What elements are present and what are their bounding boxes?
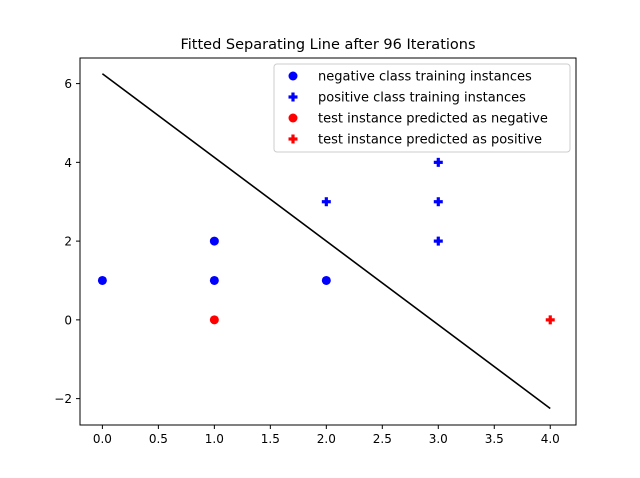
data-point-series-1: [321, 275, 331, 285]
x-tick-label: 3.5: [485, 432, 504, 446]
x-tick-label: 3.0: [429, 432, 448, 446]
legend-marker: [288, 92, 298, 102]
data-point-series-3: [209, 315, 219, 325]
x-tick-label: 1.5: [261, 432, 280, 446]
data-point-series-2: [321, 197, 331, 207]
x-tick-label: 0.0: [93, 432, 112, 446]
legend-box: [273, 63, 571, 153]
legend-marker: [288, 71, 298, 81]
x-axis: 0.0 0.5 1.0 1.5 2.0 2.5 3.0 3.5 4.0: [93, 425, 560, 446]
data-point-series-1: [209, 275, 219, 285]
y-tick-label: 0: [64, 313, 72, 327]
x-tick-label: 1.0: [205, 432, 224, 446]
data-point-series-1: [97, 275, 107, 285]
y-tick-label: 6: [64, 77, 72, 91]
legend-label: positive class training instances: [318, 91, 526, 106]
legend-label: test instance predicted as negative: [318, 112, 548, 127]
x-tick-label: 2.5: [373, 432, 392, 446]
chart-title: Fitted Separating Line after 96 Iteratio…: [180, 37, 475, 53]
y-tick-label: 2: [64, 235, 72, 249]
data-point-series-2: [433, 157, 443, 167]
legend-label: negative class training instances: [318, 70, 532, 85]
y-tick-label: 4: [64, 156, 72, 170]
x-tick-label: 0.5: [149, 432, 168, 446]
legend-marker: [288, 134, 298, 144]
legend-label: test instance predicted as positive: [318, 133, 542, 148]
legend: negative class training instances positiv…: [273, 63, 571, 153]
plot-layer: [97, 73, 555, 410]
x-tick-label: 4.0: [541, 432, 560, 446]
data-point-series-2: [433, 236, 443, 246]
data-point-series-1: [209, 236, 219, 246]
data-point-series-4: [545, 315, 555, 325]
separating-line: [101, 73, 551, 410]
data-point-series-2: [433, 197, 443, 207]
legend-marker: [288, 113, 298, 123]
x-tick-label: 2.0: [317, 432, 336, 446]
y-tick-label: −2: [54, 392, 72, 406]
y-axis: −2 0 2 4 6: [54, 77, 80, 406]
